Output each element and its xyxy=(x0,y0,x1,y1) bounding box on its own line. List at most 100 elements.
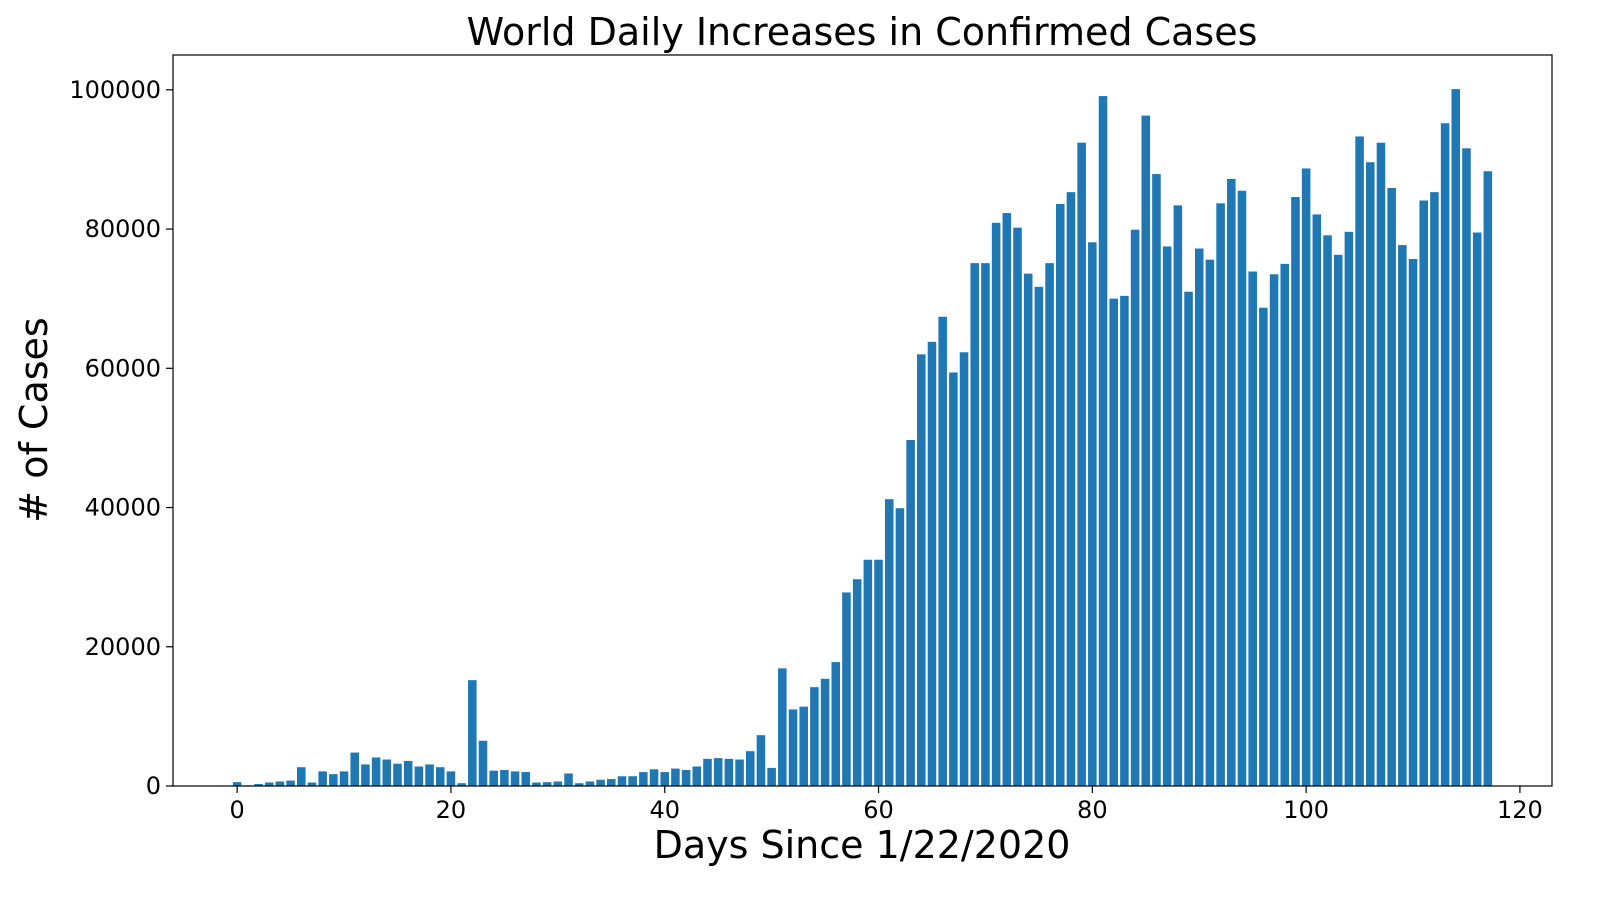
bar-day-38 xyxy=(639,772,648,786)
bar-day-12 xyxy=(361,764,370,786)
bar-day-91 xyxy=(1205,259,1215,786)
bar-day-3 xyxy=(264,782,274,786)
bar-day-6 xyxy=(297,767,306,786)
bar-day-64 xyxy=(917,354,926,786)
bar-day-17 xyxy=(414,766,424,786)
bar-day-71 xyxy=(991,222,1001,786)
bar-day-21 xyxy=(457,783,466,786)
bar-day-96 xyxy=(1259,307,1268,786)
bar-day-76 xyxy=(1045,263,1054,786)
bar-day-9 xyxy=(329,774,338,786)
bar-day-70 xyxy=(981,263,990,786)
bar-day-13 xyxy=(371,757,381,786)
bar-day-25 xyxy=(500,769,509,786)
bar-day-68 xyxy=(959,352,969,786)
bar-day-102 xyxy=(1323,235,1332,786)
bar-day-0 xyxy=(232,782,242,786)
bar-day-44 xyxy=(703,758,712,786)
bar-day-28 xyxy=(532,782,541,786)
bar-day-90 xyxy=(1194,248,1204,787)
bar-day-85 xyxy=(1141,115,1151,786)
bar-day-53 xyxy=(799,706,808,786)
bar-day-67 xyxy=(949,372,958,786)
bar-day-72 xyxy=(1002,213,1012,787)
bar-day-26 xyxy=(510,771,520,786)
bar-day-87 xyxy=(1162,246,1172,786)
bar-day-16 xyxy=(403,760,413,786)
bar-day-47 xyxy=(735,759,744,786)
bar-day-66 xyxy=(938,316,947,786)
bar-day-115 xyxy=(1462,148,1471,787)
bar-day-111 xyxy=(1419,200,1428,786)
y-tick-label: 80000 xyxy=(85,215,161,243)
bar-day-82 xyxy=(1109,298,1118,786)
bars-layer xyxy=(232,89,1493,787)
bar-day-43 xyxy=(692,766,702,786)
bar-day-88 xyxy=(1173,205,1183,786)
bar-day-89 xyxy=(1184,291,1193,786)
bar-day-14 xyxy=(382,759,392,786)
bar-day-74 xyxy=(1023,273,1033,787)
bar-day-50 xyxy=(767,767,776,786)
bar-day-2 xyxy=(254,783,263,786)
bar-day-107 xyxy=(1376,142,1386,787)
x-tick-label: 100 xyxy=(1283,796,1329,824)
bar-day-59 xyxy=(863,559,873,786)
bar-day-27 xyxy=(521,772,531,786)
y-tick-label: 60000 xyxy=(85,354,161,382)
bar-day-94 xyxy=(1237,190,1247,786)
bar-day-55 xyxy=(820,678,830,786)
bar-day-57 xyxy=(842,592,851,786)
bar-day-112 xyxy=(1430,192,1439,786)
bar-day-11 xyxy=(350,752,359,786)
bar-day-63 xyxy=(906,439,915,786)
y-tick-label: 100000 xyxy=(69,76,161,104)
x-tick-label: 60 xyxy=(863,796,894,824)
bar-day-22 xyxy=(468,680,477,786)
bar-day-23 xyxy=(478,740,488,786)
plot-frame xyxy=(172,54,1553,787)
bar-day-4 xyxy=(275,781,285,786)
bar-day-105 xyxy=(1355,136,1364,786)
bar-day-48 xyxy=(745,751,755,786)
bar-day-84 xyxy=(1130,229,1140,787)
bar-day-54 xyxy=(810,687,819,786)
bar-day-19 xyxy=(435,767,445,786)
x-tick-label: 40 xyxy=(649,796,680,824)
bar-day-92 xyxy=(1216,203,1225,787)
bar-day-116 xyxy=(1472,232,1482,786)
bar-day-29 xyxy=(542,782,552,786)
bar-day-10 xyxy=(339,771,349,786)
bar-day-113 xyxy=(1440,123,1450,787)
bar-day-33 xyxy=(585,781,595,786)
bar-day-69 xyxy=(970,263,980,786)
y-axis-label: # of Cases xyxy=(12,317,56,522)
bar-day-104 xyxy=(1344,231,1354,786)
bar-day-45 xyxy=(713,758,723,786)
bar-day-73 xyxy=(1013,227,1022,786)
bar-day-40 xyxy=(660,772,670,786)
bar-day-18 xyxy=(425,764,434,786)
bar-day-31 xyxy=(564,773,573,786)
bar-day-99 xyxy=(1291,197,1300,786)
bar-day-24 xyxy=(489,770,498,786)
chart-title: World Daily Increases in Confirmed Cases xyxy=(467,10,1258,54)
bar-day-39 xyxy=(649,769,659,786)
bar-day-58 xyxy=(852,579,862,786)
bar-day-110 xyxy=(1408,258,1418,787)
bar-day-95 xyxy=(1248,271,1257,786)
bar-day-41 xyxy=(671,768,680,786)
y-tick-label: 20000 xyxy=(85,633,161,661)
bar-day-60 xyxy=(874,559,883,786)
bar-day-42 xyxy=(681,769,691,786)
bar-day-86 xyxy=(1152,174,1161,787)
bar-day-97 xyxy=(1269,274,1279,786)
bar-day-35 xyxy=(607,779,616,786)
y-tick-label: 40000 xyxy=(85,494,161,522)
bar-day-65 xyxy=(927,341,937,786)
x-axis-label: Days Since 1/22/2020 xyxy=(654,823,1071,867)
bar-day-36 xyxy=(617,776,627,786)
bar-day-51 xyxy=(778,668,787,786)
x-tick-label: 20 xyxy=(436,796,467,824)
x-tick-label: 80 xyxy=(1077,796,1108,824)
